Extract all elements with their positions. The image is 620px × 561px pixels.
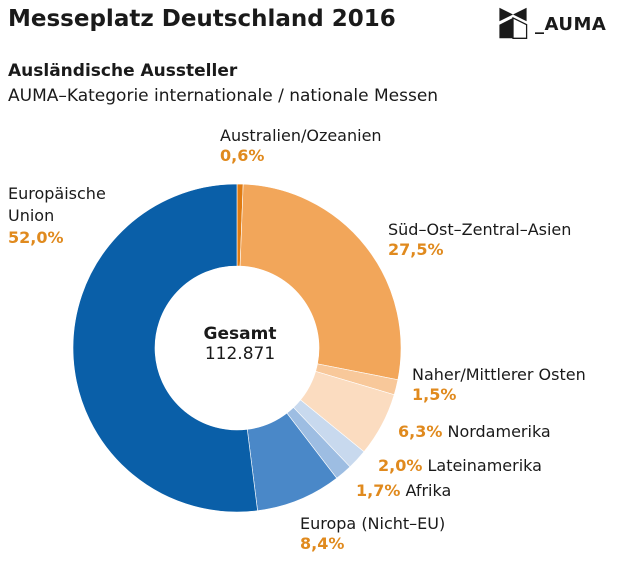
- slice-label: Lateinamerika: [427, 456, 542, 475]
- slice-value-label: 27,5%: [388, 240, 444, 259]
- center-value: 112.871: [204, 344, 276, 364]
- label-nordamerika: 6,3% Nordamerika: [398, 422, 551, 442]
- slice-value-label: 6,3%: [398, 422, 443, 441]
- slice-value-label: 52,0%: [8, 228, 64, 247]
- slice-value-label: 0,6%: [220, 146, 265, 165]
- label-lateinamerika: 2,0% Lateinamerika: [378, 456, 542, 476]
- slice-label: Süd–Ost–Zentral–Asien: [388, 220, 572, 239]
- center-title: Gesamt: [203, 324, 277, 344]
- donut-hole: [155, 266, 319, 430]
- label-sued-ost-zentral-asien: Süd–Ost–Zentral–Asien 27,5%: [388, 220, 571, 260]
- slice-value-label: 1,5%: [412, 385, 457, 404]
- label-europaeische-union: Europäische Union 52,0%: [8, 183, 148, 249]
- slice-value-label: 2,0%: [378, 456, 423, 475]
- chart-subtitle: Ausländische Aussteller: [8, 61, 238, 81]
- center-label: Gesamt 112.871: [175, 324, 305, 364]
- auma-logo-text: _AUMA: [535, 14, 607, 35]
- label-afrika: 1,7% Afrika: [356, 481, 451, 501]
- slice-label: Nordamerika: [447, 422, 551, 441]
- label-europa-nicht-eu: Europa (Nicht–EU) 8,4%: [300, 514, 445, 554]
- slice-value-label: 1,7%: [356, 481, 401, 500]
- slice-label: Afrika: [405, 481, 452, 500]
- chart-title: Messeplatz Deutschland 2016: [8, 6, 396, 32]
- slice-label: Australien/Ozeanien: [220, 126, 382, 145]
- label-australien-ozeanien: Australien/Ozeanien 0,6%: [220, 126, 382, 166]
- slice-label: Naher/Mittlerer Osten: [412, 365, 586, 384]
- slice-label: Europa (Nicht–EU): [300, 514, 446, 533]
- label-naher-mittlerer-osten: Naher/Mittlerer Osten 1,5%: [412, 365, 586, 405]
- chart-subtitle-category: AUMA–Kategorie internationale / national…: [8, 86, 439, 106]
- slice-value-label: 8,4%: [300, 534, 345, 553]
- auma-logo-icon: [499, 7, 528, 39]
- slice-label: Europäische Union: [8, 184, 106, 225]
